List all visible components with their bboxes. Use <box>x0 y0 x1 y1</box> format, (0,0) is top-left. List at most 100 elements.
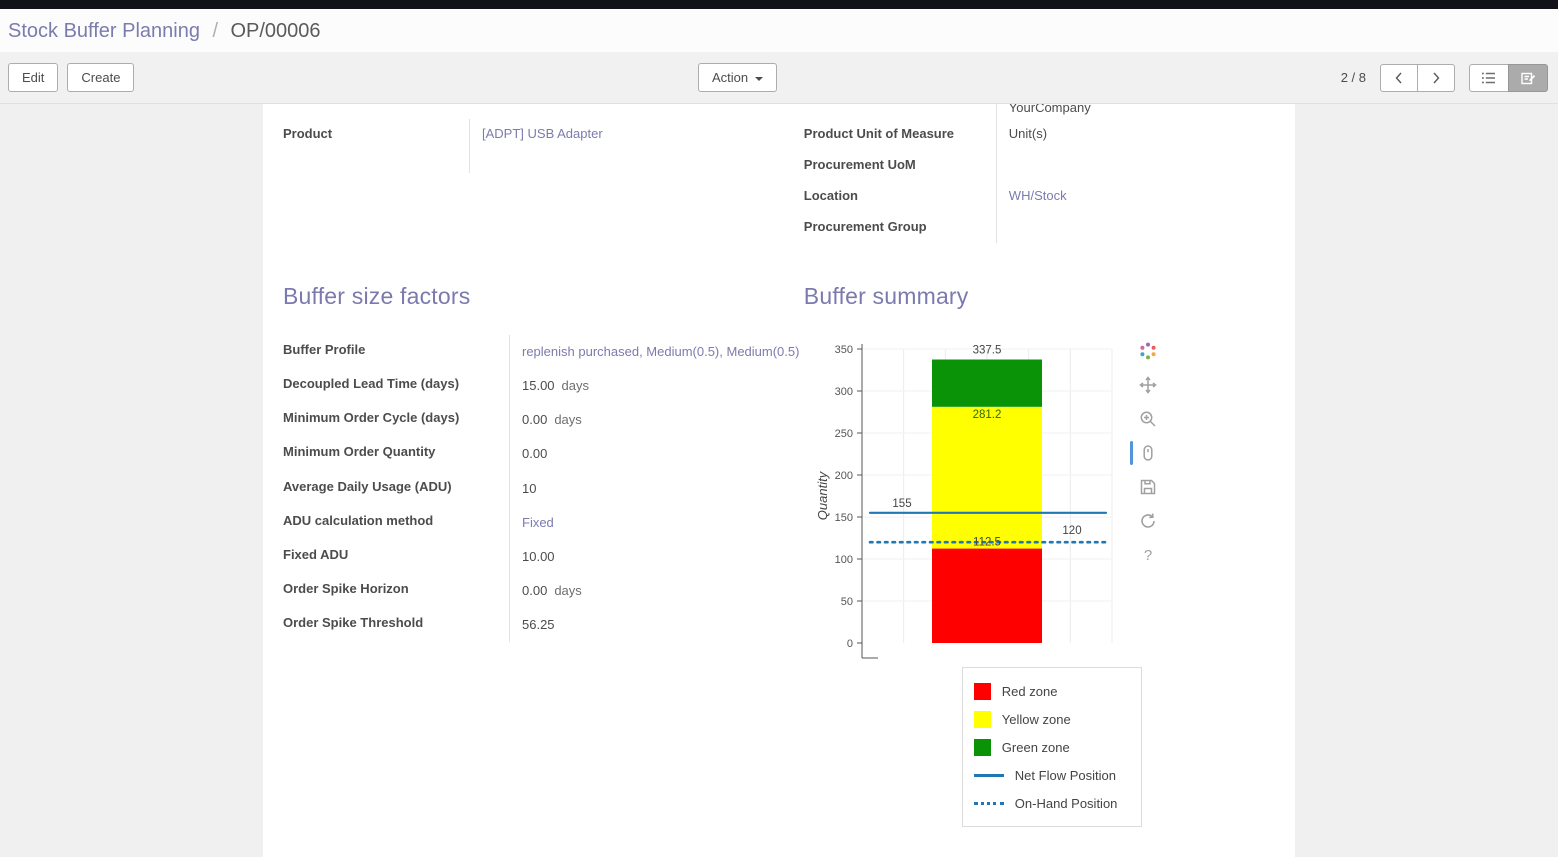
svg-text:?: ? <box>1144 547 1152 564</box>
buffer-factors-title: Buffer size factors <box>283 283 471 309</box>
field-link[interactable]: Fixed <box>522 514 554 530</box>
breadcrumb: Stock Buffer Planning / OP/00006 <box>0 9 1558 52</box>
left-field-group: Product [ADPT] USB Adapter <box>283 104 804 243</box>
field-value-text: 15.00 <box>522 378 555 394</box>
field-value: WH/Stock <box>995 181 1275 212</box>
bokeh-logo-icon[interactable] <box>1138 341 1158 361</box>
legend-label: Net Flow Position <box>1014 767 1116 783</box>
field-value: 0.00 <box>509 437 804 472</box>
chart-legend: Red zone Yellow zone Green zone Net Flow Po… <box>961 667 1142 827</box>
pager-counter[interactable]: 2 / 8 <box>1340 70 1366 85</box>
svg-text:100: 100 <box>834 554 852 566</box>
field-label: Location <box>803 188 858 203</box>
chart-canvas[interactable]: 0 50 100 150 200 250 300 350 337.5 281.2 112.5 155 1… <box>816 335 1126 663</box>
breadcrumb-separator: / <box>212 20 218 42</box>
svg-text:Quantity: Quantity <box>816 470 830 520</box>
field-value-text: 0.00 <box>522 582 548 598</box>
field-label: Order Spike Threshold <box>283 615 424 631</box>
field-value <box>995 212 1275 243</box>
form-field-row: Procurement Group <box>804 212 1275 243</box>
breadcrumb-current: OP/00006 <box>230 20 321 42</box>
legend-label: On-Hand Position <box>1014 795 1118 811</box>
factor-field-row: ADU calculation method Fixed <box>283 505 804 540</box>
legend-item[interactable]: Green zone <box>973 733 1130 761</box>
factor-field-row: Order Spike Horizon 0.00 days <box>283 573 804 609</box>
field-value: 0.00 days <box>509 573 804 609</box>
pager-next-button[interactable] <box>1417 63 1455 92</box>
chevron-right-icon <box>1433 72 1440 83</box>
chevron-left-icon <box>1395 72 1402 83</box>
notebook-sections: Buffer size factors Buffer Profile replen… <box>283 283 1275 827</box>
company-field-label-clipped <box>804 104 996 119</box>
company-field-row-partial: YourCompany <box>804 104 1275 119</box>
svg-text:150: 150 <box>834 512 852 524</box>
legend-swatch-square <box>973 738 991 756</box>
edit-button[interactable]: Edit <box>8 63 59 92</box>
field-link[interactable]: replenish purchased, Medium(0.5), Medium… <box>522 344 800 359</box>
field-link[interactable]: WH/Stock <box>1008 188 1067 203</box>
field-value: 15.00 days <box>509 369 804 404</box>
factor-field-row: Minimum Order Cycle (days) 0.00 days <box>283 403 804 438</box>
svg-text:0: 0 <box>847 638 853 650</box>
help-icon[interactable]: ? <box>1138 545 1158 565</box>
reset-icon[interactable] <box>1138 511 1158 531</box>
product-link[interactable]: [ADPT] USB Adapter <box>482 126 603 141</box>
field-value <box>995 150 1275 181</box>
form-view-button[interactable] <box>1508 63 1548 92</box>
field-label: Order Spike Horizon <box>283 580 409 596</box>
legend-item[interactable]: Net Flow Position <box>973 761 1130 789</box>
legend-swatch-line <box>973 773 1004 777</box>
action-label: Action <box>712 70 749 85</box>
buffer-summary-chart[interactable]: 0 50 100 150 200 250 300 350 337.5 281.2 112.5 155 1… <box>816 335 1176 663</box>
field-value: 10.00 <box>509 539 804 574</box>
pan-icon[interactable] <box>1138 375 1158 395</box>
field-label: Minimum Order Cycle (days) <box>283 410 460 426</box>
svg-text:281.2: 281.2 <box>972 409 1001 421</box>
field-value-text: 10 <box>522 480 537 496</box>
legend-item[interactable]: On-Hand Position <box>973 789 1130 817</box>
field-value: 56.25 <box>509 608 804 643</box>
product-field-value: [ADPT] USB Adapter <box>469 119 804 173</box>
field-value: Fixed <box>509 505 804 540</box>
field-label: Procurement Group <box>803 219 927 234</box>
factor-field-row: Order Spike Threshold 56.25 <box>283 608 804 643</box>
factor-field-row: Fixed ADU 10.00 <box>283 539 804 574</box>
action-dropdown-button[interactable]: Action <box>698 63 778 92</box>
field-value: Unit(s) <box>995 119 1275 150</box>
list-view-button[interactable] <box>1469 63 1509 92</box>
svg-text:250: 250 <box>834 428 852 440</box>
create-button[interactable]: Create <box>67 63 135 92</box>
pager-previous-button[interactable] <box>1380 63 1418 92</box>
legend-item[interactable]: Red zone <box>973 677 1130 705</box>
product-field-label: Product <box>283 126 333 141</box>
caret-down-icon <box>755 76 764 81</box>
form-field-row: Location WH/Stock <box>804 181 1275 212</box>
content-area: Product [ADPT] USB Adapter YourCompany P… <box>0 104 1558 857</box>
legend-item[interactable]: Yellow zone <box>973 705 1130 733</box>
chart-toolbar: ? <box>1129 341 1158 565</box>
form-field-row: Product Unit of Measure Unit(s) <box>804 119 1275 150</box>
field-value: replenish purchased, Medium(0.5), Medium… <box>509 335 804 370</box>
right-field-group: YourCompany Product Unit of Measure Unit(… <box>804 104 1275 243</box>
field-label: Minimum Order Quantity <box>283 444 436 460</box>
box-zoom-icon[interactable] <box>1138 409 1158 429</box>
field-label: Buffer Profile <box>283 342 366 357</box>
factor-field-row: Buffer Profile replenish purchased, Mediu… <box>283 335 804 370</box>
form-view-icon <box>1521 72 1536 84</box>
field-label: Procurement UoM <box>803 157 916 172</box>
product-field-row: Product [ADPT] USB Adapter <box>283 119 804 173</box>
field-suffix: days <box>561 378 590 394</box>
field-label: Average Daily Usage (ADU) <box>283 478 452 494</box>
wheel-zoom-icon[interactable] <box>1129 441 1158 465</box>
breadcrumb-parent-link[interactable]: Stock Buffer Planning <box>8 20 200 42</box>
control-panel: Edit Create Action 2 / 8 <box>0 52 1558 104</box>
svg-text:120: 120 <box>1062 525 1081 537</box>
save-icon[interactable] <box>1138 477 1158 497</box>
view-switcher <box>1469 63 1548 92</box>
legend-swatch-dotted <box>973 801 1004 805</box>
factor-field-row: Minimum Order Quantity 0.00 <box>283 437 804 472</box>
legend-swatch-square <box>973 682 991 700</box>
buffer-summary-title: Buffer summary <box>803 283 969 309</box>
field-value-text: 0.00 <box>522 412 548 428</box>
header-field-groups: Product [ADPT] USB Adapter YourCompany P… <box>283 104 1275 243</box>
